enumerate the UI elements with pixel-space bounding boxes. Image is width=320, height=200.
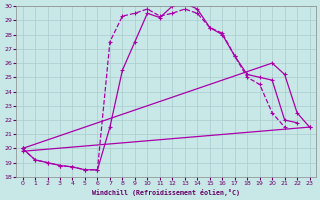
- X-axis label: Windchill (Refroidissement éolien,°C): Windchill (Refroidissement éolien,°C): [92, 189, 240, 196]
